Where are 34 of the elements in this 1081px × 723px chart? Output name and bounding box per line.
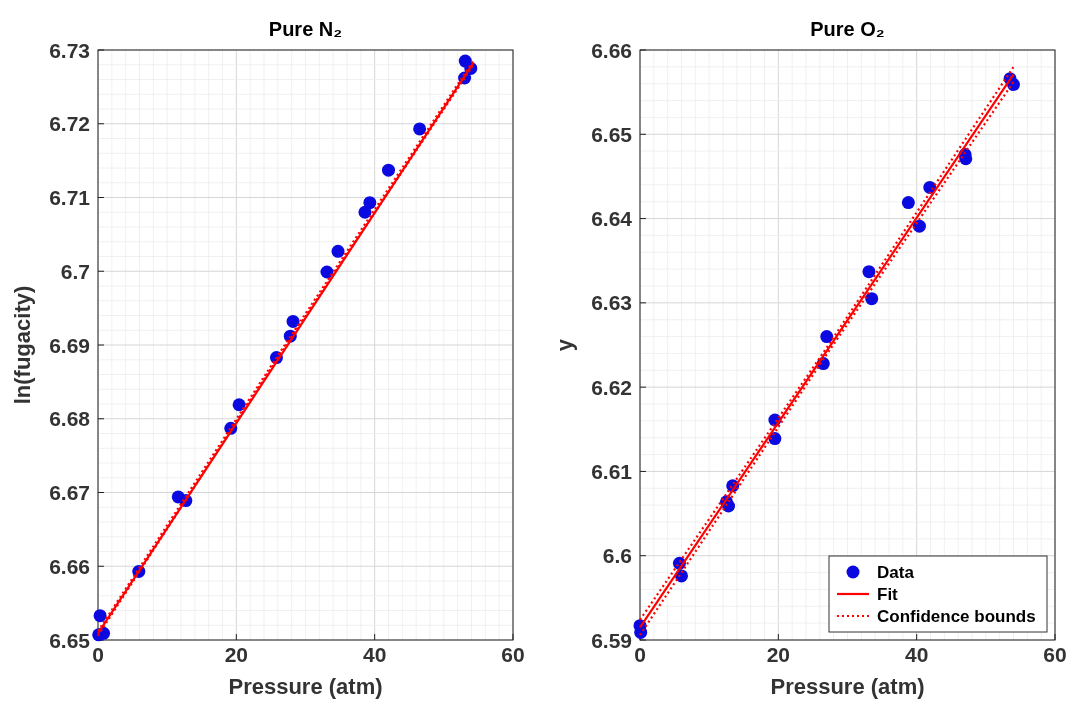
legend-label: Fit xyxy=(877,584,899,604)
legend-label: Data xyxy=(877,562,915,582)
x-axis-title: Pressure (atm) xyxy=(770,674,925,699)
chart-title: Pure N₂ xyxy=(268,18,343,40)
y-tick-label: 6.62 xyxy=(591,375,632,399)
legend-label: Confidence bounds xyxy=(877,606,1036,626)
y-tick-label: 6.66 xyxy=(591,38,632,62)
x-axis-title: Pressure (atm) xyxy=(228,674,383,699)
y-tick-label: 6.59 xyxy=(591,628,632,652)
x-tick-label: 40 xyxy=(904,643,929,666)
y-tick-label: 6.71 xyxy=(49,186,91,209)
y-axis-title: ln(fugacity) xyxy=(10,285,35,405)
x-tick-label: 0 xyxy=(92,643,104,666)
x-tick-label: 0 xyxy=(634,643,646,666)
x-tick-label: 40 xyxy=(362,643,387,666)
chart-title: Pure O₂ xyxy=(810,18,885,40)
y-tick-label: 6.65 xyxy=(49,628,91,652)
y-tick-label: 6.68 xyxy=(49,407,91,431)
y-tick-label: 6.69 xyxy=(49,333,90,357)
y-tick-label: 6.7 xyxy=(60,259,90,283)
y-tick-label: 6.65 xyxy=(591,122,633,146)
x-tick-label: 20 xyxy=(224,643,249,666)
y-axis-title: y xyxy=(552,338,577,352)
x-tick-label: 20 xyxy=(766,643,791,666)
y-tick-label: 6.73 xyxy=(49,38,90,62)
y-tick-label: 6.63 xyxy=(591,291,632,315)
y-tick-label: 6.61 xyxy=(591,459,633,483)
y-tick-label: 6.67 xyxy=(49,481,90,504)
y-tick-label: 6.72 xyxy=(49,112,90,136)
x-tick-label: 60 xyxy=(501,643,525,666)
y-tick-label: 6.64 xyxy=(591,207,633,231)
x-tick-label: 60 xyxy=(1043,643,1067,666)
y-tick-label: 6.6 xyxy=(602,544,632,568)
y-tick-label: 6.66 xyxy=(49,554,90,578)
